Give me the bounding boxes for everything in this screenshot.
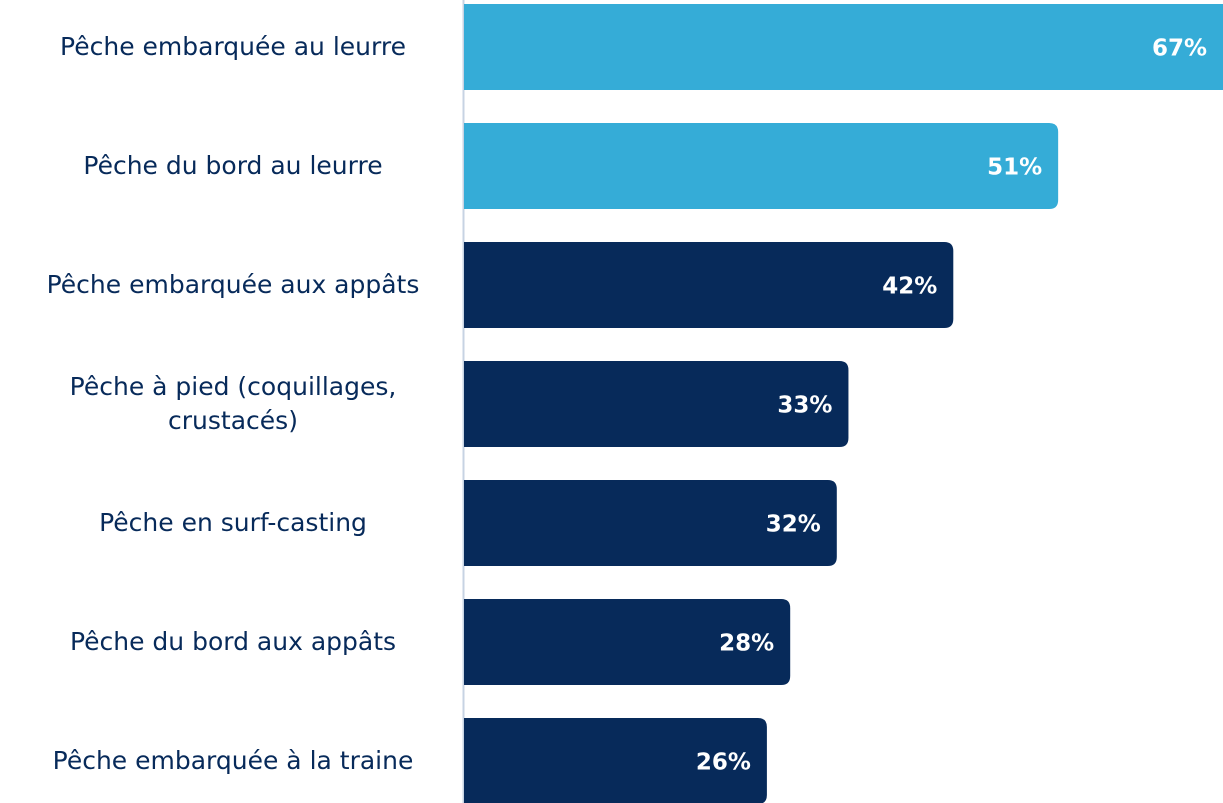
value-label: 67% (1152, 36, 1207, 62)
category-label: Pêche du bord aux appâts (69, 627, 397, 656)
bar (464, 361, 849, 447)
value-label: 51% (987, 155, 1042, 181)
bar (464, 242, 954, 328)
category-label: Pêche du bord au leurre (83, 151, 383, 180)
value-label: 42% (882, 274, 937, 300)
category-label: Pêche embarquée au leurre (60, 32, 406, 61)
bar (464, 4, 1223, 90)
bar (464, 480, 837, 566)
value-label: 26% (696, 750, 751, 776)
value-label: 32% (766, 512, 821, 538)
bar (464, 599, 791, 685)
category-label: Pêche embarquée à la traine (52, 746, 414, 775)
bar (464, 718, 767, 803)
category-label: Pêche embarquée aux appâts (46, 270, 420, 299)
category-label: Pêche à pied (coquillages, crustacés) (69, 372, 397, 435)
value-label: 28% (719, 631, 774, 657)
category-label: Pêche en surf-casting (99, 508, 367, 537)
bar (464, 123, 1059, 209)
value-label: 33% (777, 393, 832, 419)
